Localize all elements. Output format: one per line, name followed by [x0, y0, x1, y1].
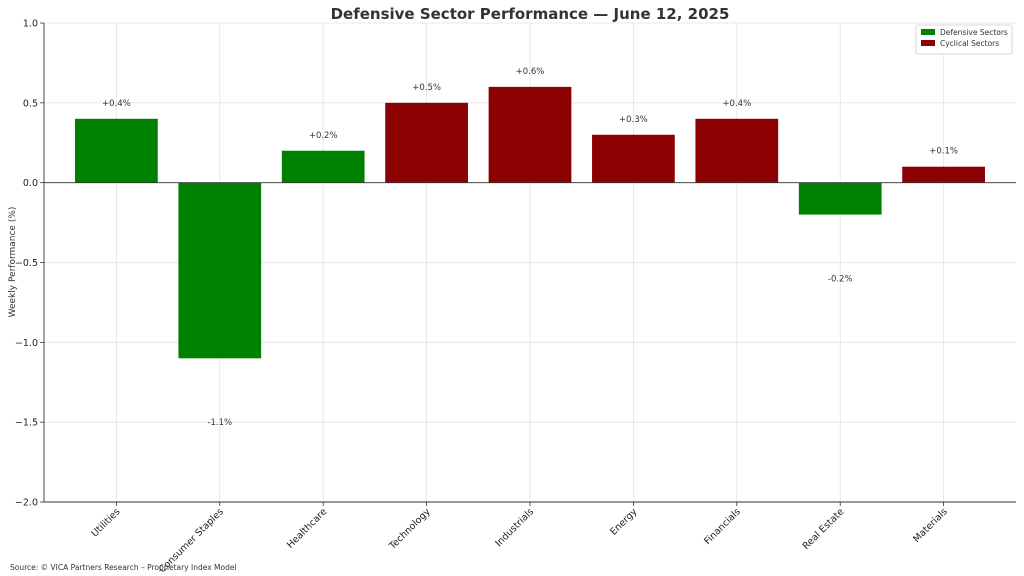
data-label: +0.4%	[722, 99, 751, 109]
y-tick-label: 1.0	[23, 19, 38, 30]
y-tick-label: 0.0	[23, 178, 38, 189]
data-labels: +0.4% -1.1% +0.2% +0.5% +0.6% +0.3% +0.4% -0.2%…	[102, 67, 958, 428]
bars	[75, 86, 985, 359]
x-tick-label: Real Estate	[801, 506, 847, 552]
bar	[75, 118, 158, 183]
y-axis-label: Weekly Performance (%)	[8, 207, 18, 318]
legend-swatch	[921, 29, 935, 35]
bar	[592, 134, 675, 183]
data-label: -1.1%	[207, 418, 232, 428]
x-tick-label: Healthcare	[285, 506, 330, 551]
legend-box	[915, 24, 1013, 55]
bar	[798, 182, 882, 215]
x-tick-label: Materials	[911, 506, 950, 545]
x-tick-label: Technology	[387, 506, 433, 552]
bar	[178, 182, 262, 359]
bar	[385, 102, 468, 183]
data-label: -0.2%	[828, 274, 853, 284]
x-tick-label: Financials	[702, 506, 743, 547]
bar	[902, 166, 985, 183]
data-label: +0.3%	[619, 115, 648, 125]
chart-title: Defensive Sector Performance — June 12, …	[331, 5, 730, 23]
bar	[695, 118, 779, 183]
bar	[488, 86, 572, 183]
data-label: +0.5%	[412, 83, 441, 93]
bar	[281, 150, 365, 183]
legend-swatch	[921, 40, 935, 46]
legend-label: Cyclical Sectors	[940, 39, 999, 48]
x-tick-label: Utilities	[89, 506, 122, 539]
data-label: +0.1%	[929, 147, 958, 157]
y-tick-label: 0.5	[23, 98, 38, 109]
data-label: +0.6%	[516, 67, 545, 77]
legend-label: Defensive Sectors	[940, 28, 1008, 37]
y-tick-label: −1.0	[15, 338, 38, 349]
data-label: +0.2%	[309, 131, 338, 141]
y-tick-label: −1.5	[15, 418, 38, 429]
x-tick-label: Energy	[608, 506, 640, 538]
data-label: +0.4%	[102, 99, 131, 109]
y-tick-label: −2.0	[15, 498, 38, 509]
legend: Defensive Sectors Cyclical Sectors	[915, 24, 1013, 55]
y-tick-label: −0.5	[15, 258, 38, 269]
source-note: Source: © VICA Partners Research – Propr…	[10, 563, 237, 572]
x-tick-label: Industrials	[493, 506, 536, 549]
